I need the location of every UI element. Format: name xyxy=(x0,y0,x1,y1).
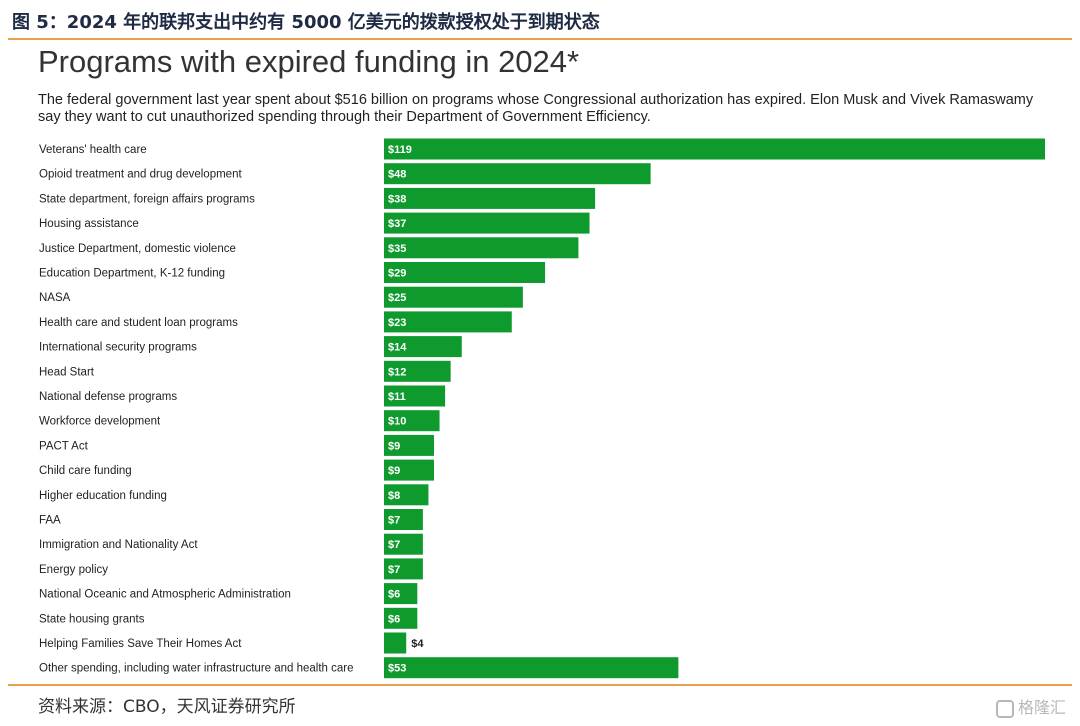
value-label: $37 xyxy=(388,218,406,230)
category-label: Education Department, K-12 funding xyxy=(39,268,225,280)
chart-subtitle: The federal government last year spent a… xyxy=(38,92,1034,125)
category-label: Energy policy xyxy=(39,564,108,576)
category-label: Immigration and Nationality Act xyxy=(39,539,198,551)
bottom-divider xyxy=(8,684,1072,686)
bar xyxy=(384,509,423,530)
bar xyxy=(384,212,590,234)
category-label: Higher education funding xyxy=(39,490,167,502)
value-label: $11 xyxy=(388,391,406,403)
category-label: National defense programs xyxy=(39,391,177,403)
category-label: FAA xyxy=(39,515,61,527)
value-label: $7 xyxy=(388,515,400,527)
value-label: $9 xyxy=(388,465,400,477)
category-label: Justice Department, domestic violence xyxy=(39,243,236,255)
figure-caption: 图 5：2024 年的联邦支出中约有 5000 亿美元的拨款授权处于到期状态 xyxy=(12,12,600,33)
watermark: 格隆汇 xyxy=(995,694,1066,718)
bar xyxy=(384,360,451,382)
watermark-text: 格隆汇 xyxy=(1017,698,1066,717)
bar xyxy=(384,138,1045,160)
category-label: State department, foreign affairs progra… xyxy=(39,193,255,205)
bar xyxy=(384,459,434,481)
value-label: $14 xyxy=(388,342,407,354)
bar xyxy=(384,262,546,283)
value-label: $7 xyxy=(388,564,400,576)
bar xyxy=(384,657,679,679)
value-label: $4 xyxy=(411,638,424,650)
category-label: State housing grants xyxy=(39,613,145,625)
value-label: $23 xyxy=(388,317,406,329)
value-label: $6 xyxy=(388,613,400,625)
category-label: International security programs xyxy=(39,342,197,354)
top-divider xyxy=(8,38,1072,40)
bar xyxy=(384,286,523,308)
watermark-logo-icon xyxy=(995,699,1014,718)
bar xyxy=(384,163,651,185)
bar xyxy=(384,311,512,333)
bar xyxy=(384,583,418,605)
source-note: 资料来源：CBO，天风证券研究所 xyxy=(38,697,296,717)
bar xyxy=(384,434,434,456)
bar xyxy=(384,533,423,555)
category-label: Workforce development xyxy=(39,416,161,428)
bar xyxy=(384,187,596,209)
value-label: $29 xyxy=(388,268,406,280)
category-label: Helping Families Save Their Homes Act xyxy=(39,638,242,650)
value-label: $119 xyxy=(388,144,412,156)
category-label: PACT Act xyxy=(39,440,89,452)
value-label: $38 xyxy=(388,193,406,205)
value-label: $8 xyxy=(388,490,400,502)
category-label: Veterans' health care xyxy=(39,144,147,156)
category-label: Child care funding xyxy=(39,465,132,477)
category-label: National Oceanic and Atmospheric Adminis… xyxy=(39,589,291,601)
category-label: Opioid treatment and drug development xyxy=(39,169,242,181)
category-label: Head Start xyxy=(39,366,95,378)
category-label: Other spending, including water infrastr… xyxy=(39,663,354,675)
bar xyxy=(384,607,418,629)
bar xyxy=(384,558,423,580)
bar xyxy=(384,484,429,506)
value-label: $35 xyxy=(388,243,406,255)
bar xyxy=(384,410,440,432)
value-label: $25 xyxy=(388,292,406,304)
bar xyxy=(384,336,462,358)
value-label: $6 xyxy=(388,589,400,601)
category-label: NASA xyxy=(39,292,71,304)
value-label: $7 xyxy=(388,539,400,551)
bar xyxy=(384,385,446,407)
category-label: Health care and student loan programs xyxy=(39,317,238,329)
value-label: $12 xyxy=(388,366,406,378)
category-label: Housing assistance xyxy=(39,218,139,230)
bar xyxy=(384,237,579,259)
value-label: $9 xyxy=(388,440,400,452)
bar xyxy=(384,632,407,654)
value-label: $48 xyxy=(388,169,406,181)
chart-title: Programs with expired funding in 2024* xyxy=(38,44,580,79)
value-label: $53 xyxy=(388,663,406,675)
value-label: $10 xyxy=(388,416,406,428)
